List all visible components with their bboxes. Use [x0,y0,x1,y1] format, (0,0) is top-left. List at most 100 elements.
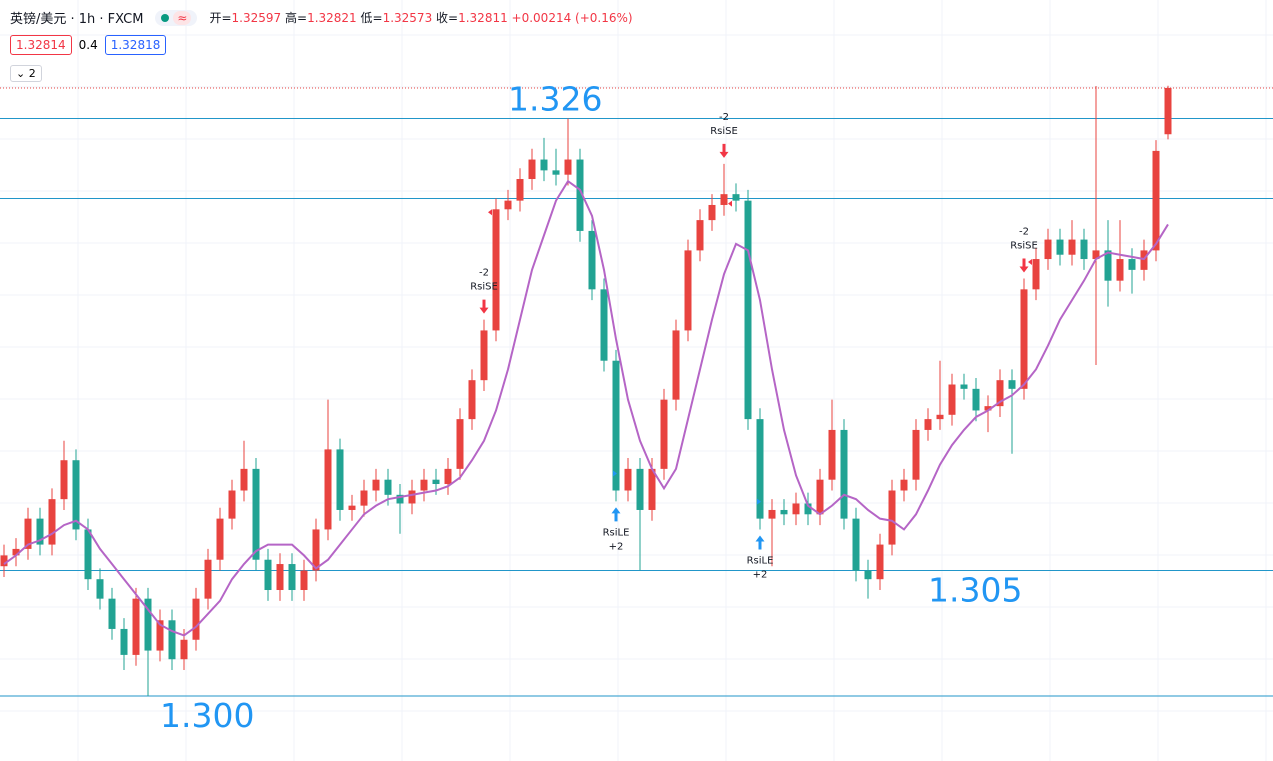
ohlc-label: 高= [285,11,308,25]
candle-body [792,503,800,515]
candle-body [504,200,512,210]
candle-body [432,479,440,485]
candle-body [1104,250,1112,281]
change: +0.00214 (+0.16%) [511,11,633,25]
price-row: 1.32814 0.4 1.32818 [10,35,167,55]
header: 英镑/美元 · 1h · FXCM ≈ 开=1.32597 高=1.32821 … [10,8,633,27]
candle-body [564,159,572,175]
candle-body [1032,259,1040,290]
candle-body [936,414,944,420]
status-icon: ≈ [173,10,192,25]
signal-name: RsiSE [1010,241,1038,252]
signal: -2 RsiSE [470,209,498,314]
candle-body [996,380,1004,407]
moving-average [3,179,1169,637]
signal-arrow [719,143,729,158]
signal-qty: +2 [609,541,624,552]
candle-body [0,555,8,567]
candle-body [1020,289,1028,389]
candle-body [636,468,644,510]
candle-body [804,503,812,515]
candle-body [120,628,128,655]
ohlc: 开=1.32597 高=1.32821 低=1.32573 收=1.32811 … [209,9,632,26]
signal-qty: +2 [753,569,768,580]
candle-body [1068,239,1076,255]
candle-body [264,559,272,591]
candle-body [840,429,848,519]
candle-body [972,388,980,411]
candle-body [600,289,608,361]
signal-arrow [1019,258,1029,273]
candle-body [144,598,152,651]
candle-body [324,449,332,530]
candle-body [12,548,20,556]
signal-tick [1028,259,1032,266]
candle-body [1128,259,1136,270]
ohlc-label: 低= [360,11,383,25]
candle-body [348,505,356,510]
status-dot [161,13,170,22]
candle-body [696,220,704,251]
candle-body [612,360,620,491]
ask-badge[interactable]: 1.32818 [104,35,167,55]
candle-body [756,419,764,519]
candle-body [36,518,44,545]
candle-body [1140,250,1148,270]
symbol[interactable]: 英镑/美元 · 1h · FXCM [10,12,144,27]
candle-body [528,159,536,180]
candle-body [828,429,836,480]
candle-body [1044,239,1052,260]
indicator-toggle[interactable]: ⌄ 2 [10,65,42,82]
signal-arrow [755,535,765,550]
candle-body [156,620,164,651]
ohlc-value: 1.32821 [307,11,357,25]
candle-body [384,479,392,495]
spread: 0.4 [78,38,98,52]
candle-body [672,330,680,400]
ohlc-value: 1.32573 [382,11,433,25]
candle-body [444,468,452,485]
candle-body [1152,150,1160,251]
candle-body [624,468,632,491]
signal-arrow [479,299,489,314]
candle-body [732,194,740,201]
signal: -2 RsiSE [710,112,738,207]
candle-body [60,460,68,500]
candle-body [480,330,488,381]
candle-body [192,598,200,640]
indicator-count: 2 [28,67,36,80]
candle-body [1116,259,1124,281]
candle-body [408,490,416,504]
candle-body [948,384,956,415]
candle-body [720,194,728,205]
candle-body [660,399,668,469]
candle-body [864,570,872,580]
status[interactable]: ≈ [155,9,198,26]
candle-body [336,449,344,510]
candle-body [24,518,32,549]
candle-body [48,499,56,545]
candle-body [708,204,716,221]
candle-body [540,159,548,171]
candle-body [780,509,788,515]
ohlc-label: 收= [436,11,459,25]
signal: RsiLE +2 [747,498,773,580]
ohlc-value: 1.32811 [458,11,508,25]
candle-body [228,490,236,519]
candle-body [1080,239,1088,260]
candle-body [852,518,860,571]
candle-body [204,559,212,599]
signal-name: RsiLE [603,527,630,538]
level-annotation: 1.326 [508,79,602,118]
candle-body [588,230,596,290]
candle-body [816,479,824,515]
candle-body [900,479,908,491]
bid-badge[interactable]: 1.32814 [10,35,72,55]
candle-body [768,509,776,519]
candle-body [108,598,116,629]
signal-arrow [611,507,621,522]
candle-body [552,170,560,175]
candle-body [912,429,920,480]
candle-body [168,620,176,660]
